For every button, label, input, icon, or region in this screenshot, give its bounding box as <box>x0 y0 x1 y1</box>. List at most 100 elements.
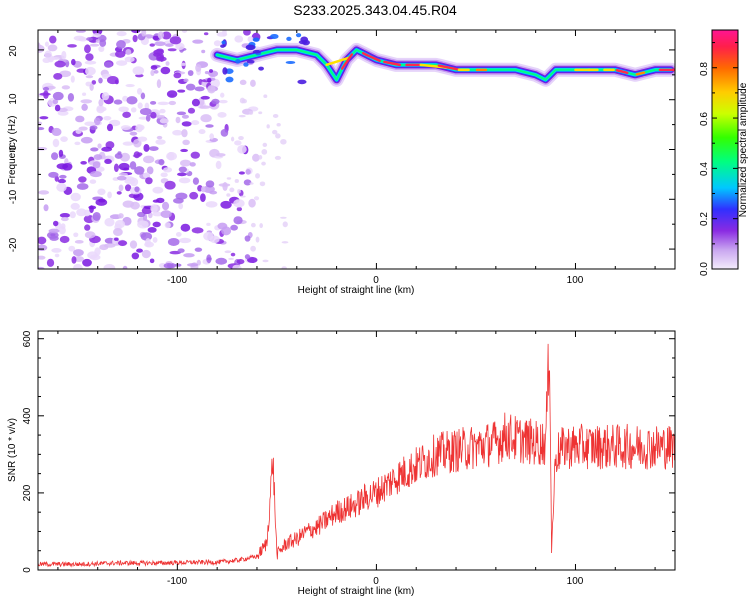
noise-blob <box>181 30 188 34</box>
noise-blob <box>239 97 246 104</box>
noise-blob <box>39 116 49 120</box>
noise-blob <box>116 175 127 181</box>
noise-blob <box>191 98 200 107</box>
noise-blob <box>195 64 202 72</box>
noise-blob <box>139 107 152 116</box>
noise-blob <box>238 114 246 118</box>
noise-blob <box>198 129 206 135</box>
ridge-blob <box>295 33 302 38</box>
noise-blob <box>125 49 132 56</box>
noise-blob <box>117 240 128 247</box>
noise-blob <box>240 195 246 198</box>
noise-blob <box>281 241 289 244</box>
noise-blob <box>49 35 57 44</box>
ridge-blob <box>221 40 226 45</box>
noise-blob <box>44 50 52 59</box>
noise-blob <box>230 252 236 257</box>
noise-blob <box>155 139 166 145</box>
bottom-y-tick-label: 0 <box>22 567 33 573</box>
noise-blob <box>228 257 235 260</box>
noise-blob <box>280 138 287 145</box>
noise-blob <box>141 30 147 37</box>
noise-blob <box>191 120 200 126</box>
noise-blob <box>230 136 235 142</box>
noise-blob <box>192 39 204 44</box>
noise-blob <box>130 107 137 113</box>
noise-blob <box>59 174 67 179</box>
noise-blob <box>150 100 157 105</box>
noise-blob <box>178 202 184 210</box>
ridge-hot-segment <box>365 53 381 62</box>
noise-blob <box>106 76 119 85</box>
noise-blob <box>272 129 278 135</box>
noise-blob <box>48 228 60 234</box>
noise-blob <box>206 222 211 226</box>
noise-blob <box>52 99 59 105</box>
noise-blob <box>152 186 164 194</box>
noise-blob <box>145 114 151 122</box>
noise-blob <box>89 125 98 131</box>
noise-blob <box>199 105 211 109</box>
top-y-tick-label: -20 <box>8 237 19 252</box>
noise-blob <box>84 224 91 231</box>
colorbar-ticks <box>712 42 738 270</box>
noise-blob <box>90 147 99 152</box>
noise-blob <box>98 77 103 84</box>
noise-blob <box>92 33 102 38</box>
noise-blob <box>92 161 101 169</box>
noise-blob <box>122 111 131 118</box>
noise-blob <box>207 85 216 94</box>
noise-blob <box>58 226 66 235</box>
noise-blob <box>220 129 229 137</box>
noise-blob <box>177 172 187 177</box>
ridge-hot-segment <box>437 64 462 72</box>
noise-blob <box>219 99 228 104</box>
noise-blob <box>84 60 97 65</box>
noise-blob <box>133 151 141 159</box>
noise-blob <box>255 236 260 243</box>
noise-blob <box>80 99 93 104</box>
noise-blob <box>156 79 162 89</box>
noise-blob <box>250 79 256 88</box>
noise-blob <box>118 106 129 113</box>
noise-blob <box>272 114 279 119</box>
noise-blob <box>148 146 159 151</box>
noise-blob <box>136 87 143 95</box>
noise-blob <box>172 129 183 136</box>
noise-blob <box>49 235 59 241</box>
noise-blob <box>262 259 269 263</box>
noise-blob <box>129 240 138 249</box>
noise-blob <box>71 58 76 66</box>
noise-blob <box>118 172 128 176</box>
noise-blob <box>52 91 64 101</box>
noise-blob <box>88 205 97 210</box>
noise-blob <box>95 198 108 206</box>
noise-blob <box>243 30 251 36</box>
noise-blob <box>39 92 51 96</box>
noise-blob <box>38 266 45 269</box>
noise-blob <box>280 216 287 219</box>
top-x-tick-label: 0 <box>373 275 379 286</box>
noise-blob <box>60 136 68 142</box>
noise-blob <box>161 31 172 40</box>
noise-blob <box>178 177 191 184</box>
top-y-tick-label: -10 <box>8 189 19 204</box>
noise-blob <box>142 172 150 179</box>
noise-blob <box>234 140 242 146</box>
ridge-blob <box>258 66 264 71</box>
noise-blob <box>244 235 251 242</box>
noise-blob <box>89 170 102 178</box>
noise-blob <box>230 224 238 231</box>
noise-blob <box>107 191 112 199</box>
noise-blob <box>165 61 170 66</box>
noise-blob <box>38 44 45 53</box>
noise-blob <box>67 44 77 48</box>
noise-blob <box>132 34 138 43</box>
noise-blob <box>249 182 254 185</box>
noise-blob <box>92 211 101 221</box>
noise-blob <box>62 163 73 171</box>
noise-blob <box>120 125 131 131</box>
top-y-axis-label: Frequency (Hz) <box>7 116 18 185</box>
colorbar-tick-label: 0.6 <box>699 112 710 126</box>
noise-blob <box>226 177 232 180</box>
